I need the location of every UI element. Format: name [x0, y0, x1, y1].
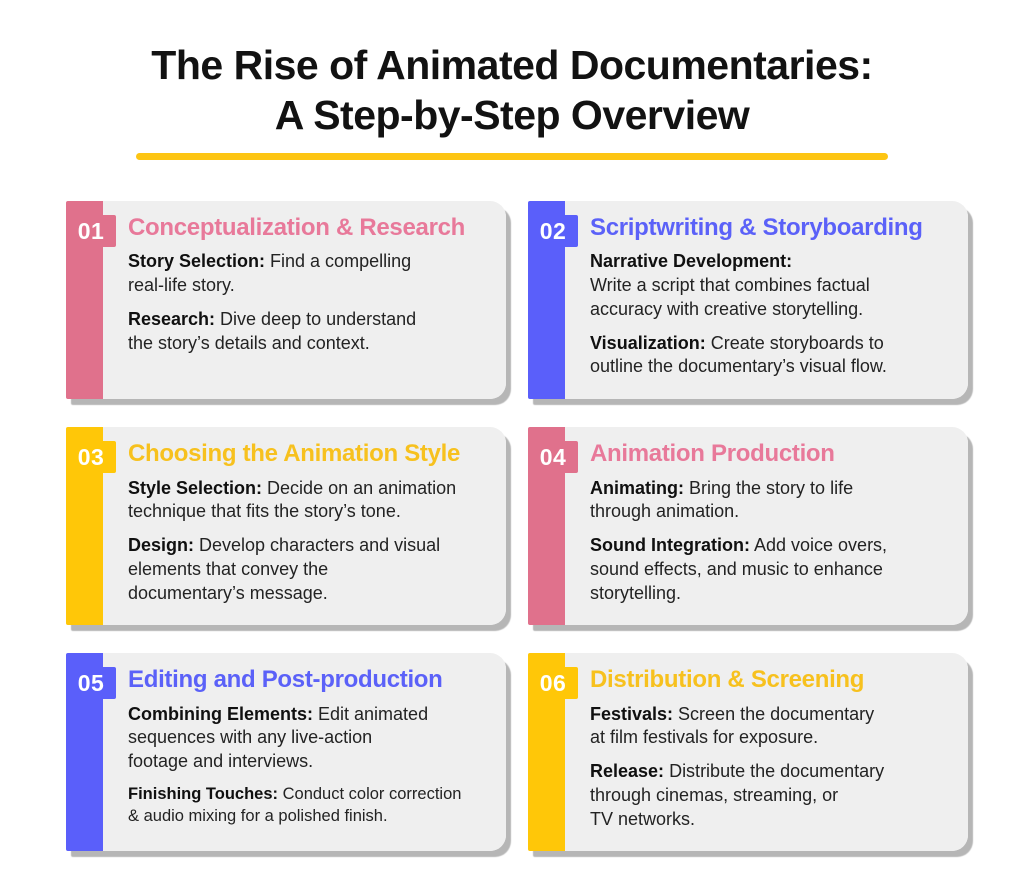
- step-title: Choosing the Animation Style: [128, 440, 461, 468]
- step-detail-label: Animating:: [590, 477, 684, 498]
- step-card-05: 05 Editing and Post-production Combining E…: [66, 653, 506, 852]
- step-detail: Release: Distribute the documentary thro…: [590, 761, 885, 829]
- card-body: Animation Production Animating: Bring the…: [565, 427, 968, 626]
- step-detail: Design: Develop characters and visual el…: [128, 535, 441, 603]
- page-title-line1: The Rise of Animated Documentaries:: [151, 42, 873, 88]
- step-title: Distribution & Screening: [590, 666, 865, 694]
- step-detail-label: Combining Elements:: [128, 703, 314, 724]
- step-detail: Sound Integration: Add voice overs, soun…: [590, 535, 888, 603]
- page-header: The Rise of Animated Documentaries: A Ste…: [0, 0, 1024, 160]
- step-title: Animation Production: [590, 440, 835, 468]
- step-detail-label: Narrative Development:: [590, 251, 793, 272]
- step-number-badge: 05: [66, 667, 116, 700]
- step-detail-label: Design:: [128, 535, 195, 556]
- step-detail: Festivals: Screen the documentary at fil…: [590, 703, 875, 748]
- card-body: Scriptwriting & Storyboarding Narrative D…: [565, 201, 968, 400]
- step-title: Conceptualization & Research: [128, 214, 466, 241]
- step-title: Editing and Post-production: [128, 666, 443, 694]
- step-detail: Visualization: Create storyboards to out…: [590, 332, 887, 377]
- step-number-badge: 04: [528, 441, 578, 474]
- step-detail: Finishing Touches: Conduct color correct…: [128, 784, 462, 825]
- step-detail-label: Visualization:: [590, 332, 706, 353]
- step-number-badge: 02: [528, 215, 578, 247]
- step-detail: Story Selection: Find a compelling real-…: [128, 251, 412, 296]
- step-detail-label: Style Selection:: [128, 477, 263, 498]
- steps-grid: 01 Conceptualization & Research Story Sele…: [66, 201, 973, 852]
- step-detail: Narrative Development: Write a script th…: [590, 251, 870, 319]
- step-detail-label: Finishing Touches:: [128, 784, 279, 803]
- step-number-badge: 03: [66, 441, 116, 474]
- step-detail: Style Selection: Decide on an animation …: [128, 477, 457, 522]
- step-detail-label: Festivals:: [590, 703, 674, 724]
- step-detail: Animating: Bring the story to life throu…: [590, 477, 854, 522]
- step-number-badge: 06: [528, 667, 578, 700]
- step-detail-label: Sound Integration:: [590, 535, 750, 556]
- step-card-01: 01 Conceptualization & Research Story Sele…: [66, 201, 506, 400]
- card-body: Conceptualization & Research Story Select…: [103, 201, 506, 400]
- step-detail: Research: Dive deep to understand the st…: [128, 308, 417, 353]
- step-card-06: 06 Distribution & Screening Festivals: Scr…: [528, 653, 968, 852]
- card-body: Editing and Post-production Combining Ele…: [103, 653, 506, 852]
- step-title: Scriptwriting & Storyboarding: [590, 214, 923, 241]
- step-detail-label: Release:: [590, 761, 665, 782]
- card-body: Choosing the Animation Style Style Select…: [103, 427, 506, 626]
- step-detail-label: Story Selection:: [128, 251, 266, 272]
- step-card-02: 02 Scriptwriting & Storyboarding Narrative…: [528, 201, 968, 400]
- step-detail-label: Research:: [128, 308, 216, 329]
- step-card-04: 04 Animation Production Animating: Bring t…: [528, 427, 968, 626]
- step-card-03: 03 Choosing the Animation Style Style Sele…: [66, 427, 506, 626]
- page-title: The Rise of Animated Documentaries: A Ste…: [0, 40, 1024, 140]
- title-underline: [136, 153, 888, 160]
- step-detail: Combining Elements: Edit animated sequen…: [128, 703, 429, 772]
- step-number-badge: 01: [66, 215, 116, 247]
- card-body: Distribution & Screening Festivals: Scree…: [565, 653, 968, 852]
- page-title-line2: A Step-by-Step Overview: [274, 92, 750, 138]
